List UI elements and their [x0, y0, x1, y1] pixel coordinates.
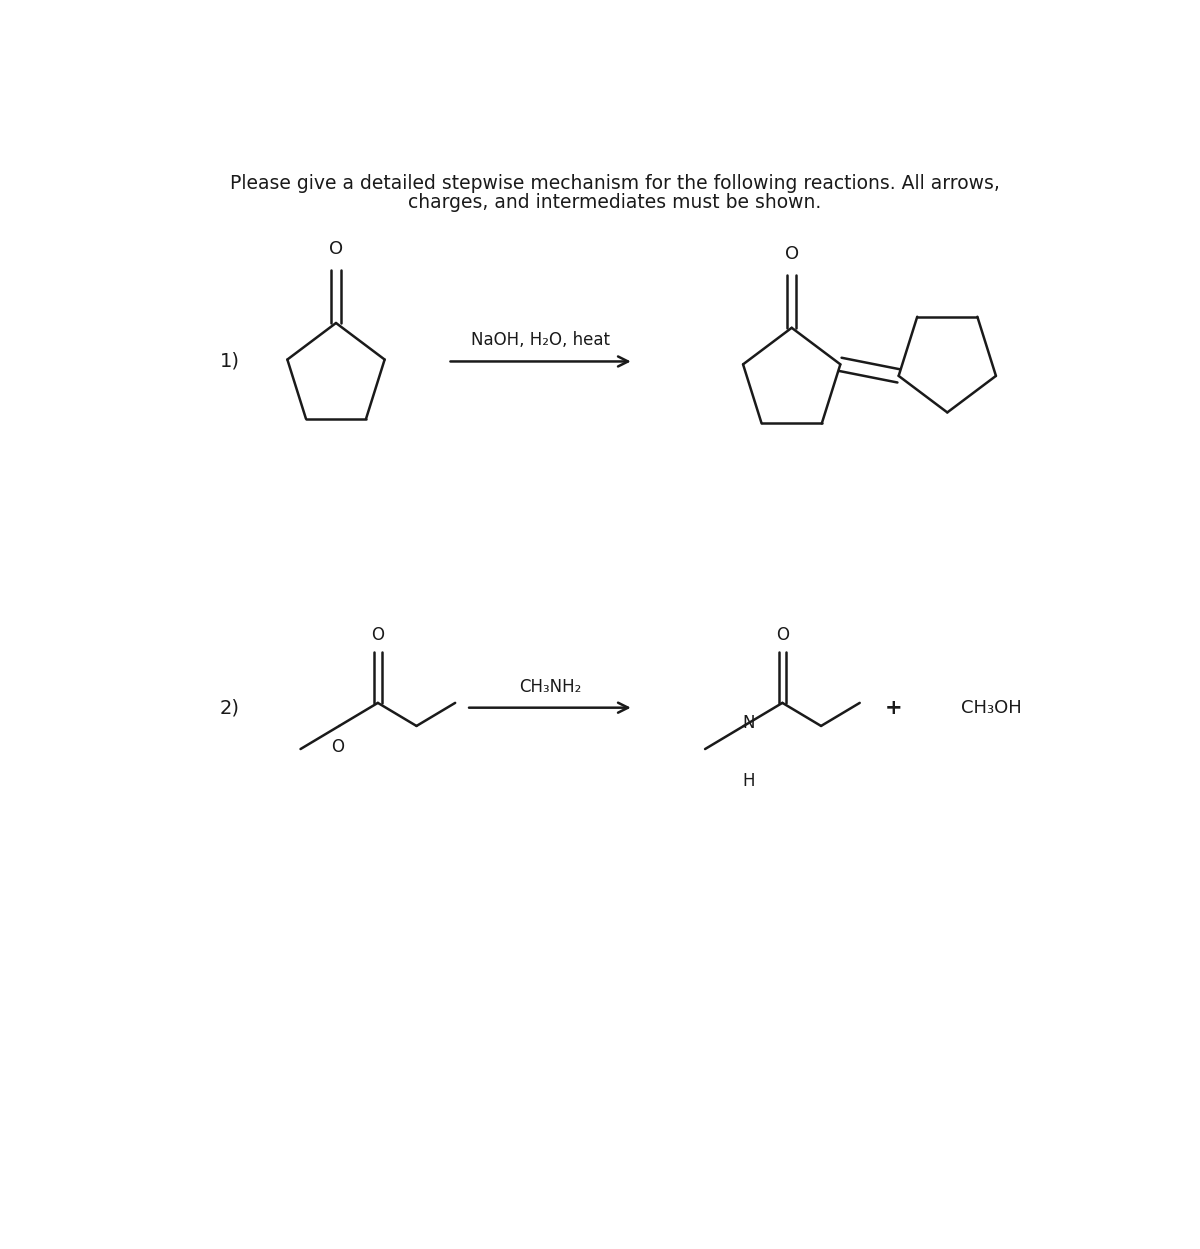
Text: charges, and intermediates must be shown.: charges, and intermediates must be shown… [408, 194, 822, 212]
Text: H: H [742, 772, 755, 789]
Text: O: O [329, 240, 343, 259]
Text: Please give a detailed stepwise mechanism for the following reactions. All arrow: Please give a detailed stepwise mechanis… [230, 174, 1000, 194]
Text: 1): 1) [220, 352, 240, 371]
Text: +: + [886, 698, 902, 718]
Text: CH₃OH: CH₃OH [961, 698, 1022, 717]
Text: CH₃NH₂: CH₃NH₂ [518, 677, 581, 696]
Text: O: O [371, 626, 384, 643]
Text: N: N [742, 714, 755, 732]
Text: O: O [331, 738, 344, 756]
Text: NaOH, H₂O, heat: NaOH, H₂O, heat [472, 331, 610, 350]
Text: 2): 2) [220, 698, 240, 717]
Text: O: O [776, 626, 788, 643]
Text: O: O [785, 245, 799, 262]
